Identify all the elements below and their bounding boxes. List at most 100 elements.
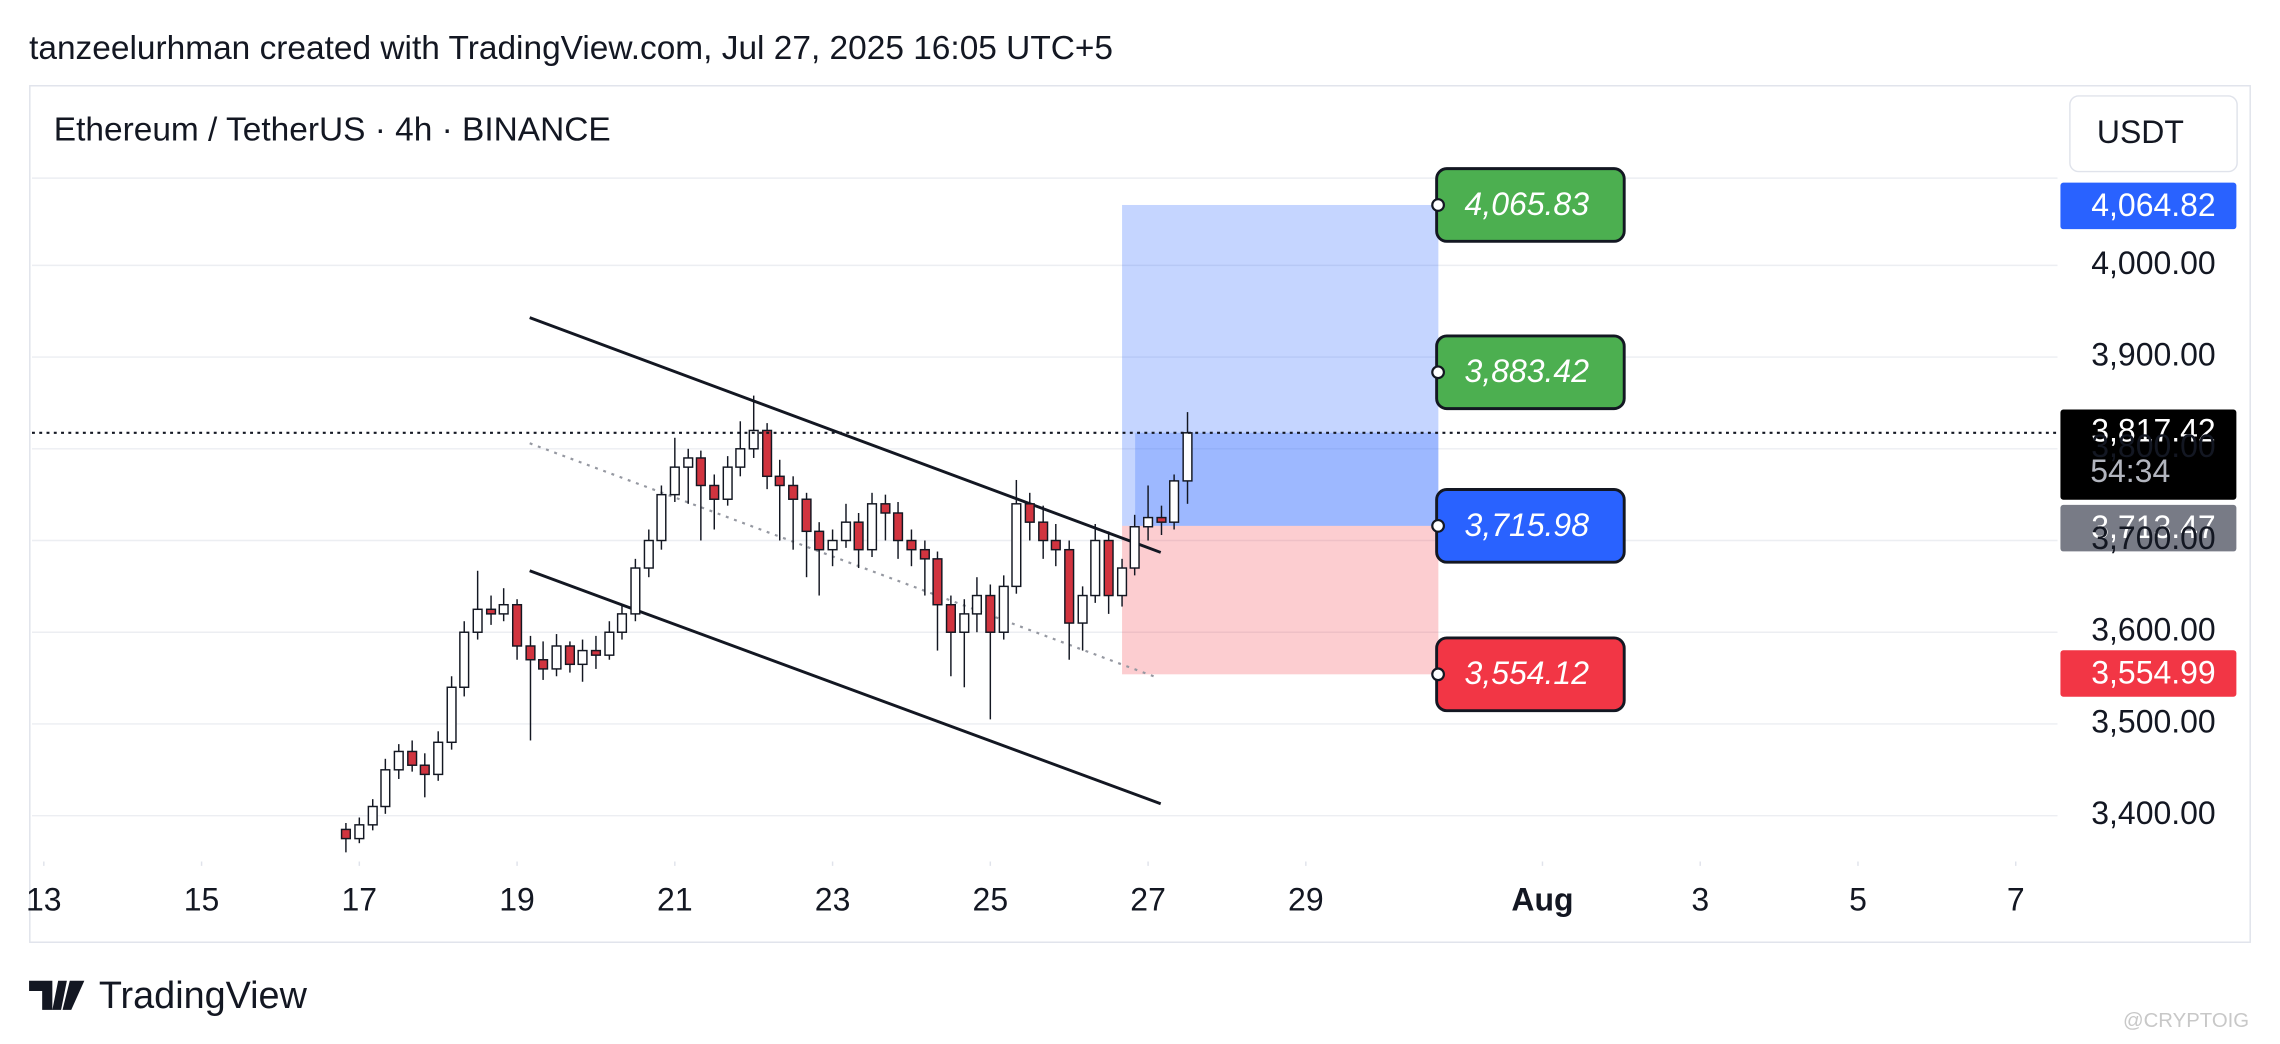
chart-frame xyxy=(29,85,2251,943)
x-tick-label: 17 xyxy=(342,882,378,918)
candle-body xyxy=(945,603,956,633)
last-price-badge xyxy=(2060,409,2237,500)
candle-body xyxy=(748,429,759,450)
candle-body xyxy=(695,457,706,487)
logo xyxy=(29,980,85,1010)
candle-body xyxy=(840,521,852,542)
candle-body xyxy=(1050,539,1061,551)
candle-body xyxy=(616,613,628,633)
candle-body xyxy=(564,645,576,666)
candle-body xyxy=(709,484,720,500)
candle-body xyxy=(459,631,470,688)
candle-body xyxy=(1169,480,1180,523)
candle-body xyxy=(998,585,1009,633)
x-tick-label: 7 xyxy=(2007,882,2025,918)
x-tick-label: 5 xyxy=(1849,882,1867,918)
loss-zone xyxy=(1122,525,1439,675)
currency[interactable]: USDT xyxy=(2097,114,2184,150)
trendline xyxy=(529,442,1157,679)
candle-body xyxy=(788,484,799,500)
candle-body xyxy=(1182,432,1193,482)
last-price-label: 3,817.42 xyxy=(2091,412,2215,448)
x-tick-label: 27 xyxy=(1130,882,1166,918)
candle-body xyxy=(1064,548,1075,624)
plot-area xyxy=(340,204,1439,853)
candle-body xyxy=(643,539,654,569)
x-tick-label: 13 xyxy=(26,882,62,918)
candle-body xyxy=(419,764,430,776)
position-handle xyxy=(1431,365,1445,380)
x-tick-label: 19 xyxy=(499,882,535,918)
candle-body xyxy=(1116,567,1128,597)
candle-body xyxy=(630,567,641,615)
candle-body xyxy=(354,824,365,840)
candle-body xyxy=(932,558,943,606)
candle-body xyxy=(722,466,733,500)
x-tick-label: 15 xyxy=(184,882,220,918)
watermark: @CRYPTOIG xyxy=(2123,1010,2249,1032)
position-label: 3,883.42 xyxy=(1465,353,1590,389)
position-label: 3,715.98 xyxy=(1465,507,1590,543)
candle-body xyxy=(656,493,667,542)
candle-body xyxy=(511,603,523,647)
candle-body xyxy=(774,475,785,487)
candle-body xyxy=(1103,539,1114,597)
candle-body xyxy=(498,603,509,615)
position-handle xyxy=(1431,518,1445,533)
candle-body xyxy=(669,466,680,496)
candle-body xyxy=(827,539,838,551)
candle-body xyxy=(590,649,602,656)
candle-body xyxy=(683,457,694,468)
candle-body xyxy=(1077,594,1088,624)
candle-body xyxy=(814,530,825,551)
candle-body xyxy=(446,686,457,744)
price-badge-label: 3,713.47 xyxy=(2091,509,2215,545)
brand: TradingView xyxy=(99,975,308,1017)
x-tick-label: 25 xyxy=(973,882,1009,918)
candle-body xyxy=(551,645,562,670)
candle-body xyxy=(919,548,930,560)
candle-body xyxy=(801,498,812,533)
price-badge xyxy=(2060,650,2237,697)
candle-body xyxy=(892,512,904,542)
candle-body xyxy=(735,448,746,468)
logo-mark xyxy=(29,980,85,1010)
x-tick-label: 3 xyxy=(1691,882,1709,918)
candle-body xyxy=(971,594,983,615)
y-tick-label: 3,400.00 xyxy=(2091,795,2215,831)
candle-body xyxy=(407,750,418,766)
candle-body xyxy=(433,741,444,776)
y-tick-label: 4,000.00 xyxy=(2091,245,2215,281)
price-badge xyxy=(2060,504,2237,552)
candle-body xyxy=(604,631,615,656)
candle-body xyxy=(525,645,536,661)
x-tick-label: 23 xyxy=(815,882,851,918)
candle-body xyxy=(853,521,864,551)
attribution: tanzeelurhman created with TradingView.c… xyxy=(29,30,1113,67)
overlay: 4,065.83 3,883.42 3,715.98 3,554.12 4,064.82… xyxy=(31,167,2237,713)
x-tick-label: 29 xyxy=(1288,882,1324,918)
position-handle xyxy=(1431,198,1445,212)
candle-body xyxy=(485,608,497,615)
candle-body xyxy=(367,805,378,826)
candle-body xyxy=(1090,539,1101,597)
candle-body xyxy=(1011,503,1022,588)
candle-body xyxy=(1024,503,1035,523)
candle-body xyxy=(380,769,391,808)
y-tick-label: 3,700.00 xyxy=(2091,520,2215,556)
candle-body xyxy=(472,608,483,633)
y-tick-label: 3,600.00 xyxy=(2091,612,2215,648)
candle-body xyxy=(880,503,891,514)
position-label: 4,065.83 xyxy=(1465,186,1590,222)
candle-body xyxy=(1142,516,1154,528)
candle-body xyxy=(762,429,773,478)
candle-body xyxy=(1156,516,1167,523)
candle-body xyxy=(577,649,588,666)
candle-body xyxy=(1129,526,1140,569)
candle-body xyxy=(985,594,996,633)
price-badge xyxy=(2060,182,2237,230)
currency-button[interactable] xyxy=(2069,95,2238,173)
position-handle xyxy=(1431,667,1445,682)
